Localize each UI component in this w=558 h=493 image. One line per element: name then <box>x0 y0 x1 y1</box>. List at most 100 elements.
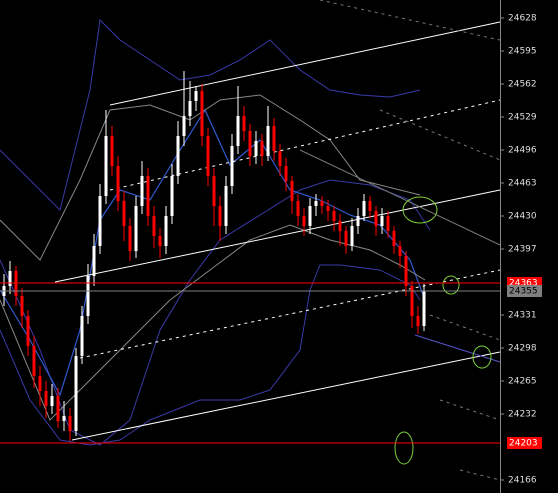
band-line <box>0 224 426 421</box>
y-tick-label: 24331 <box>508 311 537 321</box>
candle-body <box>260 141 264 156</box>
candle-body <box>92 246 96 276</box>
candle-body <box>422 291 426 326</box>
candle-body <box>344 231 348 246</box>
y-tick-label: 24397 <box>508 245 537 255</box>
candle-body <box>230 146 234 186</box>
candle-body <box>62 416 66 421</box>
marker-ellipse <box>402 196 438 224</box>
candle-body <box>56 396 60 421</box>
band-line <box>0 179 431 446</box>
candle-body <box>68 416 72 431</box>
candle-body <box>38 376 42 391</box>
channel-line <box>459 469 501 481</box>
candle-body <box>224 186 228 226</box>
candle-body <box>116 166 120 201</box>
candle-body <box>266 126 270 156</box>
band-line <box>0 18 421 211</box>
channel-line <box>71 351 501 441</box>
candle-body <box>206 136 210 176</box>
candle-body <box>8 271 12 286</box>
candle-body <box>332 211 336 221</box>
ma-line <box>0 108 426 397</box>
candle-body <box>146 176 150 216</box>
price-label: 24203 <box>509 439 538 449</box>
candle-body <box>296 201 300 216</box>
y-tick-label: 24628 <box>508 14 537 24</box>
candle-body <box>176 136 180 176</box>
candle-body <box>248 131 252 156</box>
marker-ellipse <box>472 345 492 369</box>
price-label: 24355 <box>509 287 538 297</box>
candle-body <box>20 296 24 316</box>
candle-body <box>320 201 324 206</box>
candle-body <box>26 316 30 346</box>
candle-body <box>290 181 294 201</box>
candle-body <box>392 231 396 246</box>
candle-body <box>50 396 54 406</box>
candle-body <box>398 246 402 256</box>
candle-body <box>164 216 168 246</box>
candle-body <box>308 206 312 226</box>
candle-body <box>74 356 78 431</box>
band-line <box>0 94 421 261</box>
y-tick-label: 24232 <box>508 410 537 420</box>
candle-body <box>350 226 354 246</box>
candle-body <box>374 211 378 226</box>
y-tick-label: 24529 <box>508 113 537 123</box>
candle-body <box>356 216 360 226</box>
price-label: 24363 <box>509 279 538 289</box>
candle-body <box>110 136 114 166</box>
candle-body <box>386 216 390 231</box>
candle-body <box>218 206 222 226</box>
channel-line <box>109 21 501 106</box>
channel-line <box>299 149 501 246</box>
y-tick-label: 24463 <box>508 179 537 189</box>
candle-body <box>236 116 240 146</box>
channel-line <box>429 314 501 341</box>
y-tick-label: 24595 <box>508 47 537 57</box>
candle-body <box>128 226 132 251</box>
y-tick-label: 24166 <box>508 476 537 486</box>
candle-body <box>122 201 126 226</box>
candle-body <box>194 91 198 101</box>
candle-body <box>368 201 372 211</box>
candle-body <box>362 201 366 216</box>
candle-body <box>86 276 90 316</box>
candle-body <box>98 196 102 246</box>
marker-ellipse <box>442 275 460 295</box>
channel-line <box>54 189 501 283</box>
y-tick-label: 24265 <box>508 377 537 387</box>
candle-body <box>416 316 420 326</box>
candle-body <box>254 141 258 156</box>
candle-body <box>284 166 288 181</box>
price-label-box <box>507 437 542 449</box>
channel-line <box>439 399 501 421</box>
marker-ellipse <box>394 431 414 465</box>
channel-line <box>319 0 501 41</box>
candle-body <box>140 176 144 206</box>
candle-body <box>32 346 36 376</box>
y-tick-label: 24496 <box>508 146 537 156</box>
y-tick-label: 24298 <box>508 344 537 354</box>
candle-body <box>134 206 138 251</box>
channel-line <box>379 109 501 161</box>
candle-body <box>188 101 192 116</box>
candle-body <box>326 206 330 211</box>
candle-body <box>338 221 342 231</box>
candle-body <box>104 136 108 196</box>
candle-body <box>278 151 282 166</box>
candle-body <box>158 236 162 246</box>
candle-body <box>44 391 48 406</box>
y-tick-label: 24430 <box>508 212 537 222</box>
candle-body <box>380 216 384 226</box>
candle-body <box>170 176 174 216</box>
candle-body <box>314 201 318 206</box>
candle-body <box>80 316 84 356</box>
candle-body <box>242 116 246 131</box>
candle-body <box>182 116 186 136</box>
candle-body <box>302 216 306 226</box>
candle-body <box>404 256 408 286</box>
candle-body <box>410 286 414 316</box>
